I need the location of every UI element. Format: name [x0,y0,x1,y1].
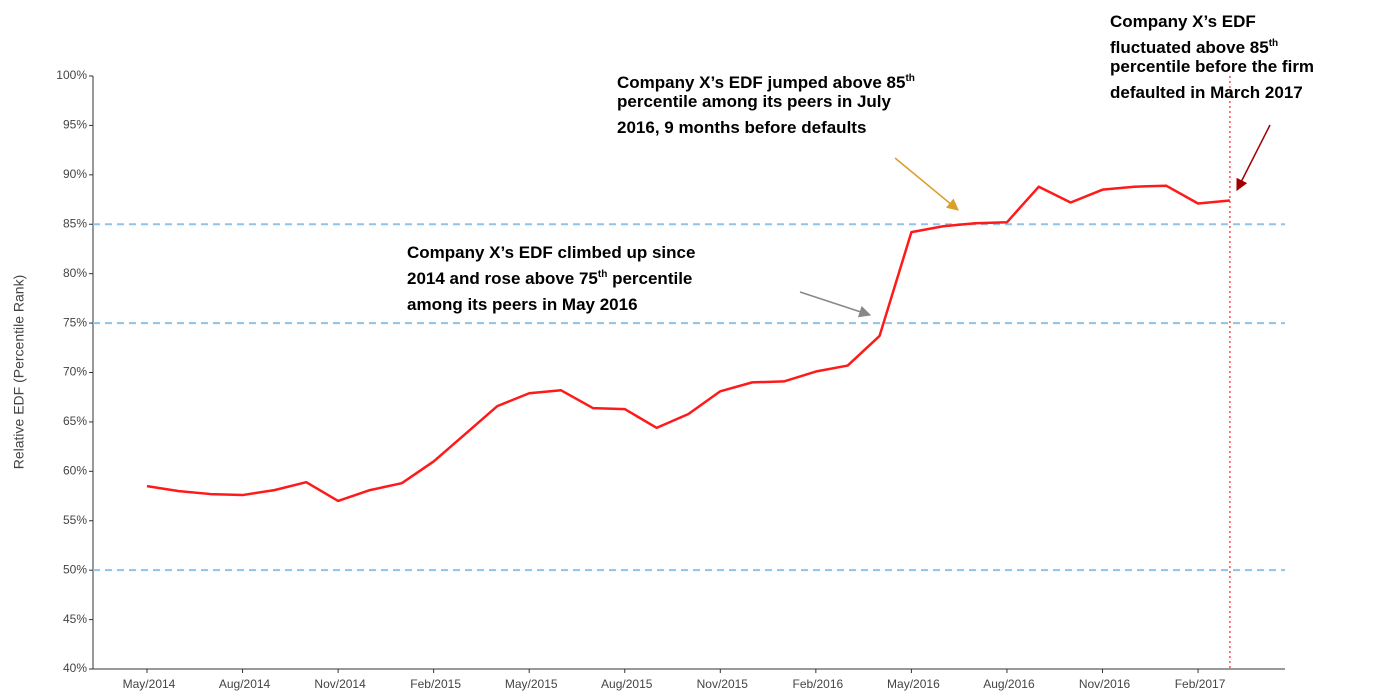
x-tick-label: Feb/2015 [410,677,461,691]
arrow [894,157,959,211]
arrow [799,291,872,318]
y-tick-label: 50% [63,562,87,576]
y-tick-label: 65% [63,414,87,428]
x-tick-label: Nov/2015 [697,677,749,691]
annotation-text: among its peers in May 2016 [407,295,638,314]
y-tick-label: 80% [63,266,87,280]
annotation-text: th [1269,38,1278,49]
x-tick-label: May/2015 [505,677,558,691]
y-tick-label: 95% [63,118,87,132]
y-tick-label: 55% [63,513,87,527]
data-line [146,184,1231,503]
annotation: Company X’s EDF fluctuated above 85th perc… [1110,12,1314,102]
annotation-text: 2014 and rose above 75 [407,269,598,288]
annotation: Company X’s EDF climbed up since 2014 and… [407,243,695,314]
annotation-text: th [598,269,607,280]
annotation-text: percentile among its peers in July [617,92,892,111]
x-tick-label: Feb/2016 [792,677,843,691]
annotation-text: percentile before the firm [1110,57,1314,76]
x-tick-label: Aug/2014 [219,677,271,691]
x-tick-label: Aug/2016 [983,677,1035,691]
annotation-text: percentile [607,269,692,288]
annotation-text: Company X’s EDF jumped above 85 [617,73,905,92]
y-axis-label: Relative EDF (Percentile Rank) [11,275,27,470]
annotation-text: Company X’s EDF climbed up since [407,243,695,262]
y-tick-label: 60% [63,464,87,478]
x-tick-label: Aug/2015 [601,677,653,691]
x-tick-label: May/2016 [887,677,940,691]
annotation-text: th [905,73,914,84]
x-tick-label: Feb/2017 [1175,677,1226,691]
annotation-text: 2016, 9 months before defaults [617,118,866,137]
x-tick-label: Nov/2016 [1079,677,1131,691]
y-tick-label: 45% [63,612,87,626]
y-tick-label: 90% [63,167,87,181]
annotation: Company X’s EDF jumped above 85th percent… [617,73,915,137]
arrow [1236,124,1271,192]
x-tick-label: Nov/2014 [314,677,366,691]
y-tick-label: 100% [56,68,87,82]
y-tick-label: 40% [63,661,87,675]
y-tick-label: 85% [63,216,87,230]
annotation-text: defaulted in March 2017 [1110,83,1303,102]
x-tick-label: May/2014 [123,677,176,691]
annotation-text: fluctuated above 85 [1110,38,1269,57]
y-tick-label: 75% [63,315,87,329]
y-tick-label: 70% [63,365,87,379]
annotation-text: Company X’s EDF [1110,12,1256,31]
